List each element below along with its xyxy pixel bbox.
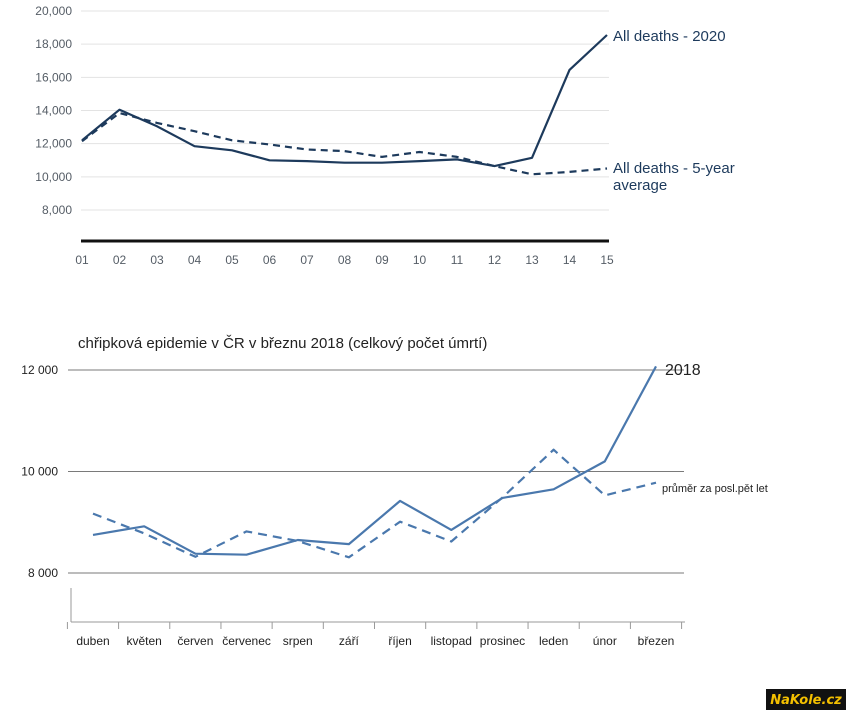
chart-2018-flu: chřipková epidemie v ČR v březnu 2018 (c… bbox=[21, 335, 767, 648]
chart2-title: chřipková epidemie v ČR v březnu 2018 (c… bbox=[78, 335, 487, 352]
chart2-series bbox=[92, 365, 657, 559]
chart2-y-tick-label: 10 000 bbox=[21, 465, 58, 479]
chart1-y-tick-label: 10,000 bbox=[35, 170, 72, 184]
chart2-series-average-line bbox=[92, 448, 657, 559]
chart2-x-ticks bbox=[66, 622, 683, 629]
chart2-x-tick-label: listopad bbox=[431, 634, 472, 648]
chart2-x-axis: duben květen červen červenec srpen září říjen l… bbox=[76, 634, 674, 648]
chart1-x-tick-label: 04 bbox=[188, 253, 202, 267]
chart1-y-tick-label: 16,000 bbox=[35, 70, 72, 84]
chart1-gridlines bbox=[81, 10, 609, 211]
chart2-y-tick-label: 12 000 bbox=[21, 363, 58, 377]
chart1-x-tick-label: 10 bbox=[413, 253, 427, 267]
chart1-x-tick-label: 07 bbox=[300, 253, 314, 267]
chart1-x-tick-label: 15 bbox=[600, 253, 614, 267]
chart2-x-tick-label: březen bbox=[638, 634, 675, 648]
chart2-y-axis: 12 000 10 000 8 000 bbox=[21, 363, 58, 580]
chart2-x-tick-label: srpen bbox=[283, 634, 313, 648]
chart1-series-label-average: All deaths - 5-year bbox=[613, 160, 735, 177]
watermark-text: NaKole.cz bbox=[770, 693, 842, 708]
chart1-series-average-line bbox=[81, 111, 608, 176]
chart2-x-tick-label: únor bbox=[593, 634, 617, 648]
chart1-x-axis: 01 02 03 04 05 06 07 08 09 10 11 12 13 14 15 bbox=[75, 253, 614, 267]
watermark-background bbox=[766, 689, 846, 710]
chart2-x-tick-label: duben bbox=[76, 634, 109, 648]
chart2-x-tick-label: leden bbox=[539, 634, 568, 648]
chart1-x-tick-label: 02 bbox=[113, 253, 127, 267]
watermark: NaKole.cz bbox=[766, 689, 846, 710]
chart1-x-tick-label: 08 bbox=[338, 253, 352, 267]
chart2-gridlines bbox=[68, 369, 684, 574]
chart1-y-tick-label: 8,000 bbox=[42, 203, 72, 217]
chart2-y-tick-label: 8 000 bbox=[28, 566, 58, 580]
chart1-x-tick-label: 13 bbox=[525, 253, 539, 267]
chart2-x-tick-label: září bbox=[339, 634, 360, 648]
chart1-x-tick-label: 11 bbox=[451, 253, 464, 267]
chart1-series bbox=[81, 34, 608, 176]
chart1-x-tick-label: 14 bbox=[563, 253, 577, 267]
chart1-y-tick-label: 12,000 bbox=[35, 137, 72, 151]
chart2-x-tick-label: květen bbox=[127, 634, 162, 648]
chart1-series-label-2020: All deaths - 2020 bbox=[613, 28, 726, 45]
chart1-series-label-average: average bbox=[613, 177, 667, 194]
chart1-y-tick-label: 14,000 bbox=[35, 104, 72, 118]
chart1-x-tick-label: 09 bbox=[375, 253, 389, 267]
chart1-series-2020-line bbox=[81, 34, 608, 168]
chart1-x-tick-label: 06 bbox=[263, 253, 277, 267]
chart1-y-tick-label: 18,000 bbox=[35, 37, 72, 51]
chart2-x-tick-label: říjen bbox=[388, 634, 411, 648]
chart1-x-tick-label: 12 bbox=[488, 253, 502, 267]
chart2-series-label-average: průměr za posl.pět let bbox=[662, 483, 768, 495]
chart1-x-tick-label: 01 bbox=[75, 253, 89, 267]
chart2-x-tick-label: prosinec bbox=[480, 634, 525, 648]
chart2-x-tick-label: červenec bbox=[222, 634, 271, 648]
chart-2020-deaths: 20,000 18,000 16,000 14,000 12,000 10,000 8,00… bbox=[35, 4, 734, 267]
chart1-x-tick-label: 03 bbox=[150, 253, 164, 267]
chart2-series-2018-line bbox=[92, 365, 657, 556]
chart1-y-axis: 20,000 18,000 16,000 14,000 12,000 10,000 8,00… bbox=[35, 4, 72, 217]
chart1-y-tick-label: 20,000 bbox=[35, 4, 72, 18]
chart2-series-label-2018: 2018 bbox=[665, 362, 701, 379]
chart2-x-tick-label: červen bbox=[177, 634, 213, 648]
chart1-series-labels: All deaths - 2020 All deaths - 5-yearaver… bbox=[613, 28, 735, 194]
chart1-x-tick-label: 05 bbox=[225, 253, 239, 267]
